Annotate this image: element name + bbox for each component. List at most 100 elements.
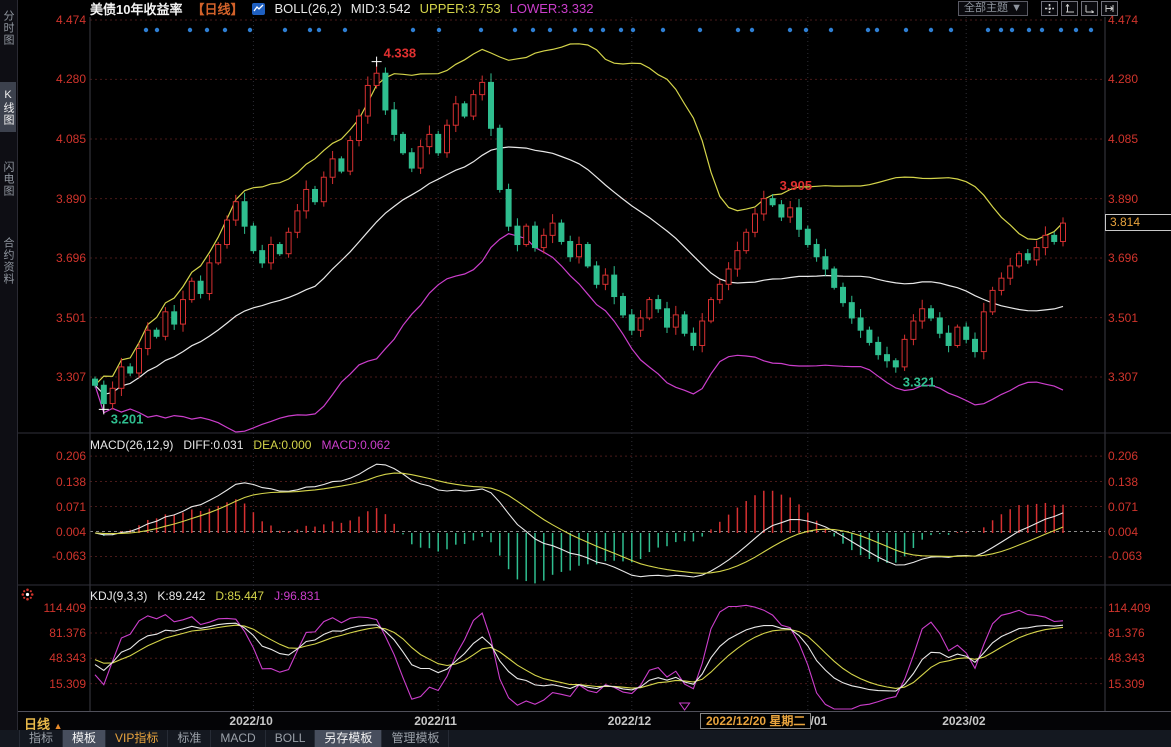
event-dot — [660, 27, 666, 33]
sidebar-item-time-chart[interactable]: 分时图 — [2, 10, 14, 46]
candlestick — [215, 244, 222, 264]
y-axis-tick: 4.474 — [55, 13, 86, 27]
y-axis-tick: 3.890 — [1108, 191, 1139, 206]
event-dot — [803, 27, 809, 33]
crosshair-tool-icon[interactable] — [1041, 1, 1058, 16]
candlestick — [496, 127, 503, 190]
x-axis-label: 2023/02 — [942, 714, 986, 728]
candlestick — [127, 366, 134, 374]
theme-select[interactable]: 全部主题 ▼ — [958, 1, 1028, 16]
y-axis-tick: 0.004 — [55, 524, 86, 539]
kdj-name: KDJ(9,3,3) — [90, 589, 148, 603]
candlestick — [444, 124, 450, 154]
event-dot — [547, 27, 553, 33]
x-axis-row: 日线 ▲ 2022/102022/112022/122023/012023/02… — [0, 711, 1171, 733]
event-dot — [154, 27, 160, 33]
bottom-tabbar: 指标 模板 VIP指标 标准 MACD BOLL 另存模板 管理模板 — [0, 730, 1171, 747]
candlestick — [259, 250, 266, 264]
candlestick — [180, 299, 186, 325]
event-dot — [1009, 27, 1015, 33]
tabbar-spacer — [0, 730, 20, 747]
candlestick — [505, 188, 512, 227]
macd-header: MACD(26,12,9) DIFF:0.031 DEA:0.000 MACD:… — [90, 438, 390, 452]
candlestick — [514, 225, 521, 246]
event-dot — [247, 27, 253, 33]
y-axis-scale-icon[interactable] — [1061, 1, 1078, 16]
y-axis-tick: 3.696 — [1108, 250, 1139, 265]
chart-canvas[interactable]: 4.338 3.201 3.905 3.321 — [0, 0, 1171, 711]
triangle-up-icon: ▲ — [53, 721, 63, 731]
x-axis-label: 2022/10 — [229, 714, 273, 728]
tab-vip-indicators[interactable]: VIP指标 — [106, 730, 169, 747]
candlestick — [558, 222, 565, 242]
candlestick — [250, 225, 257, 252]
candlestick — [241, 201, 248, 227]
candlestick — [1007, 265, 1014, 279]
sidebar-item-contract-info[interactable]: 合约资料 — [2, 237, 14, 285]
candlestick — [787, 207, 794, 218]
period-selector[interactable]: 日线 ▲ — [24, 714, 63, 733]
event-dot — [735, 27, 741, 33]
tab-manage-templates[interactable]: 管理模板 — [382, 730, 450, 747]
candlestick — [303, 188, 310, 212]
kdj-j-value: J:96.831 — [274, 589, 321, 603]
candlestick — [347, 140, 354, 172]
candlestick — [822, 256, 829, 270]
event-dot — [630, 27, 636, 33]
event-dot — [1039, 27, 1045, 33]
candlestick — [620, 296, 626, 316]
candlestick — [980, 311, 987, 353]
event-dot — [588, 27, 594, 33]
candlestick — [549, 222, 556, 236]
tab-templates[interactable]: 模板 — [63, 730, 107, 747]
candlestick — [153, 329, 160, 337]
left-sidebar: 分时图 K线图 闪电图 合约资料 — [0, 0, 18, 747]
candlestick — [1051, 234, 1058, 242]
candlestick — [373, 72, 380, 86]
candlestick — [294, 210, 301, 233]
event-dot — [572, 27, 578, 33]
candlestick — [919, 308, 926, 322]
event-dot — [1058, 27, 1064, 33]
boll-upper-value: UPPER:3.753 — [419, 1, 501, 16]
candlestick — [285, 231, 292, 255]
candlestick — [426, 133, 433, 148]
shift-right-icon[interactable] — [1101, 1, 1118, 16]
event-dot — [749, 27, 755, 33]
event-dot — [187, 27, 193, 33]
candlestick — [1016, 253, 1022, 267]
candlestick — [1024, 253, 1031, 261]
candlestick — [136, 348, 142, 374]
tab-macd[interactable]: MACD — [211, 730, 266, 747]
boll-label: BOLL(26,2) — [274, 1, 342, 16]
tab-boll[interactable]: BOLL — [266, 730, 316, 747]
kdj-header: KDJ(9,3,3) K:89.242 D:85.447 J:96.831 — [90, 589, 320, 603]
candlestick — [479, 81, 486, 96]
y-axis-tick: -0.063 — [51, 549, 86, 564]
tab-standard[interactable]: 标准 — [168, 730, 212, 747]
candlestick — [804, 228, 811, 246]
tab-save-template[interactable]: 另存模板 — [315, 730, 383, 747]
sidebar-item-flash-chart[interactable]: 闪电图 — [2, 161, 14, 197]
y-axis-tick: 15.309 — [1108, 676, 1145, 691]
event-dot — [143, 27, 149, 33]
candlestick — [364, 84, 371, 117]
event-dot — [998, 27, 1004, 33]
y-axis-tick: 0.004 — [1108, 524, 1139, 539]
x-axis-scale-icon[interactable] — [1081, 1, 1098, 16]
event-dot — [697, 27, 703, 33]
y-axis-tick: 3.890 — [55, 191, 86, 206]
sidebar-item-kline-chart[interactable]: K线图 — [0, 82, 16, 132]
candlestick — [1060, 222, 1066, 242]
candlestick — [602, 274, 609, 285]
y-axis-tick: 0.206 — [1108, 449, 1139, 464]
macd-bar-value: MACD:0.062 — [321, 438, 391, 452]
y-axis-tick: 0.138 — [55, 474, 86, 489]
candlestick — [1042, 234, 1049, 249]
line-chart-icon[interactable] — [252, 2, 266, 15]
candlestick — [452, 103, 459, 126]
kdj-settings-icon[interactable] — [21, 588, 34, 606]
tab-indicators[interactable]: 指标 — [20, 730, 64, 747]
x-axis-label: 2022/11 — [414, 714, 457, 728]
candlestick — [901, 338, 908, 368]
